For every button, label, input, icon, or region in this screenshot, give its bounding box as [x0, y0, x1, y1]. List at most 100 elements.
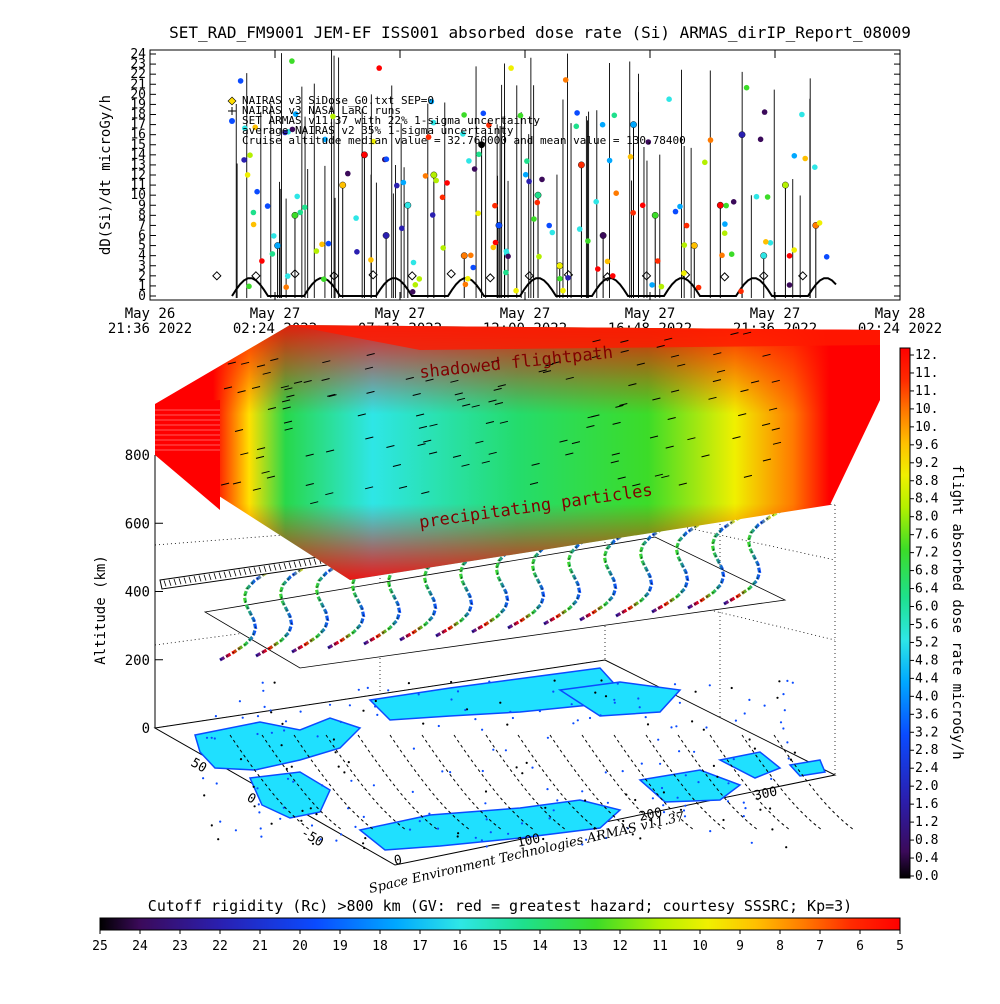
slab-dash — [223, 386, 233, 390]
slab-dash — [612, 421, 621, 425]
slab-dash — [322, 360, 331, 364]
map-speck — [708, 684, 711, 687]
armas-point — [495, 222, 503, 229]
map-speck — [750, 841, 753, 844]
legend-dot — [229, 118, 235, 124]
slab-dash — [677, 363, 686, 367]
map-speck — [213, 737, 216, 740]
slab-dash — [701, 454, 710, 458]
map-speck — [651, 797, 655, 800]
armas-dot — [677, 203, 683, 210]
map-speck — [214, 715, 217, 718]
armas-dot — [513, 287, 519, 294]
map-speck — [616, 682, 619, 685]
map-speck — [241, 716, 244, 719]
slab-dash — [282, 406, 291, 410]
map-speck — [263, 705, 266, 709]
ground-track — [261, 734, 343, 831]
map-speck — [337, 765, 340, 768]
map-speck — [753, 747, 757, 750]
map-speck — [730, 686, 733, 690]
edge-tick — [228, 570, 232, 578]
map-speck — [769, 807, 772, 810]
map-speck — [316, 735, 319, 738]
map-speck — [782, 693, 785, 696]
slab-dash — [488, 451, 497, 455]
armas-dot — [505, 253, 511, 260]
armas-dot — [250, 221, 257, 228]
armas-dot — [468, 252, 474, 259]
armas-dot — [503, 269, 509, 276]
slab-dash — [423, 439, 432, 443]
right-colorbar-tick-label: 0.8 — [915, 833, 938, 848]
top-x-tick-day: May 26 — [125, 306, 176, 322]
top-x-tick-day: May 27 — [625, 306, 676, 322]
armas-dot — [599, 121, 606, 128]
armas-point — [578, 161, 585, 169]
map-speck — [657, 738, 660, 741]
map-speck — [456, 835, 459, 838]
map-speck — [675, 725, 678, 728]
slab-dash — [425, 378, 434, 382]
armas-dot — [649, 282, 655, 288]
armas-dot — [284, 273, 291, 279]
armas-dot — [757, 136, 764, 143]
map-speck — [285, 767, 288, 771]
slab-dash — [326, 393, 336, 397]
ground-track — [613, 734, 695, 831]
map-speck — [748, 698, 751, 702]
slab-dash — [740, 389, 749, 393]
armas-point — [630, 121, 637, 128]
armas-dot — [430, 119, 437, 126]
armas-dot — [271, 233, 277, 239]
armas-dot — [557, 275, 563, 282]
armas-dot — [376, 65, 383, 71]
nairas-point — [329, 271, 339, 281]
map-speck — [319, 838, 322, 841]
slab-dash — [365, 436, 374, 440]
armas-dot — [471, 166, 478, 172]
map-speck — [259, 827, 262, 830]
right-colorbar-tick-label: 8.8 — [915, 474, 938, 489]
map-speck — [310, 824, 314, 827]
slab-dash — [670, 389, 680, 393]
armas-dot — [250, 209, 257, 216]
map-speck — [450, 698, 453, 701]
armas-point — [404, 201, 412, 209]
map-speck — [684, 804, 687, 807]
edge-tick — [203, 574, 207, 581]
edge-tick — [298, 560, 302, 567]
map-speck — [481, 769, 484, 773]
ground-track — [645, 734, 727, 831]
map-speck — [335, 839, 338, 842]
map-speck — [270, 731, 273, 734]
armas-dot — [370, 138, 377, 145]
top-x-tick-time: 21:36 2022 — [108, 321, 192, 337]
armas-dot — [252, 124, 258, 131]
edge-tick — [308, 559, 312, 566]
map-speck — [269, 709, 272, 712]
slab-dash — [283, 420, 293, 424]
map-speck — [257, 803, 260, 806]
right-colorbar: 12. 11. 11. 10. 10. 9.6 9.2 8.8 8.4 8.0 7.6 7.2 6.8 6… — [899, 347, 965, 884]
right-colorbar-tick-label: 12. — [915, 348, 938, 363]
map-speck — [743, 712, 746, 715]
slab-dash — [488, 399, 497, 403]
ground-track — [229, 734, 311, 831]
top-y-tick-label: 23 — [130, 57, 146, 72]
bottom-colorbar-ticks: 25 24 23 22 21 20 19 18 17 16 15 14 13 12 11 10 9 8 7 6 5 — [92, 930, 904, 954]
map-speck — [215, 782, 218, 785]
edge-tick — [288, 562, 292, 569]
map-speck — [488, 680, 491, 683]
slab-dash — [303, 380, 312, 383]
slab-dash — [366, 390, 375, 394]
slab-dash — [768, 407, 778, 411]
armas-dot — [503, 248, 510, 255]
slab-dash — [586, 425, 595, 428]
armas-dot — [259, 258, 265, 264]
altitude-axis-label: Altitude (km) — [93, 555, 109, 665]
map-speck — [238, 700, 241, 703]
top-y-tick-label: 2 — [138, 269, 146, 284]
armas-point — [430, 171, 438, 179]
map-speck — [465, 708, 469, 711]
